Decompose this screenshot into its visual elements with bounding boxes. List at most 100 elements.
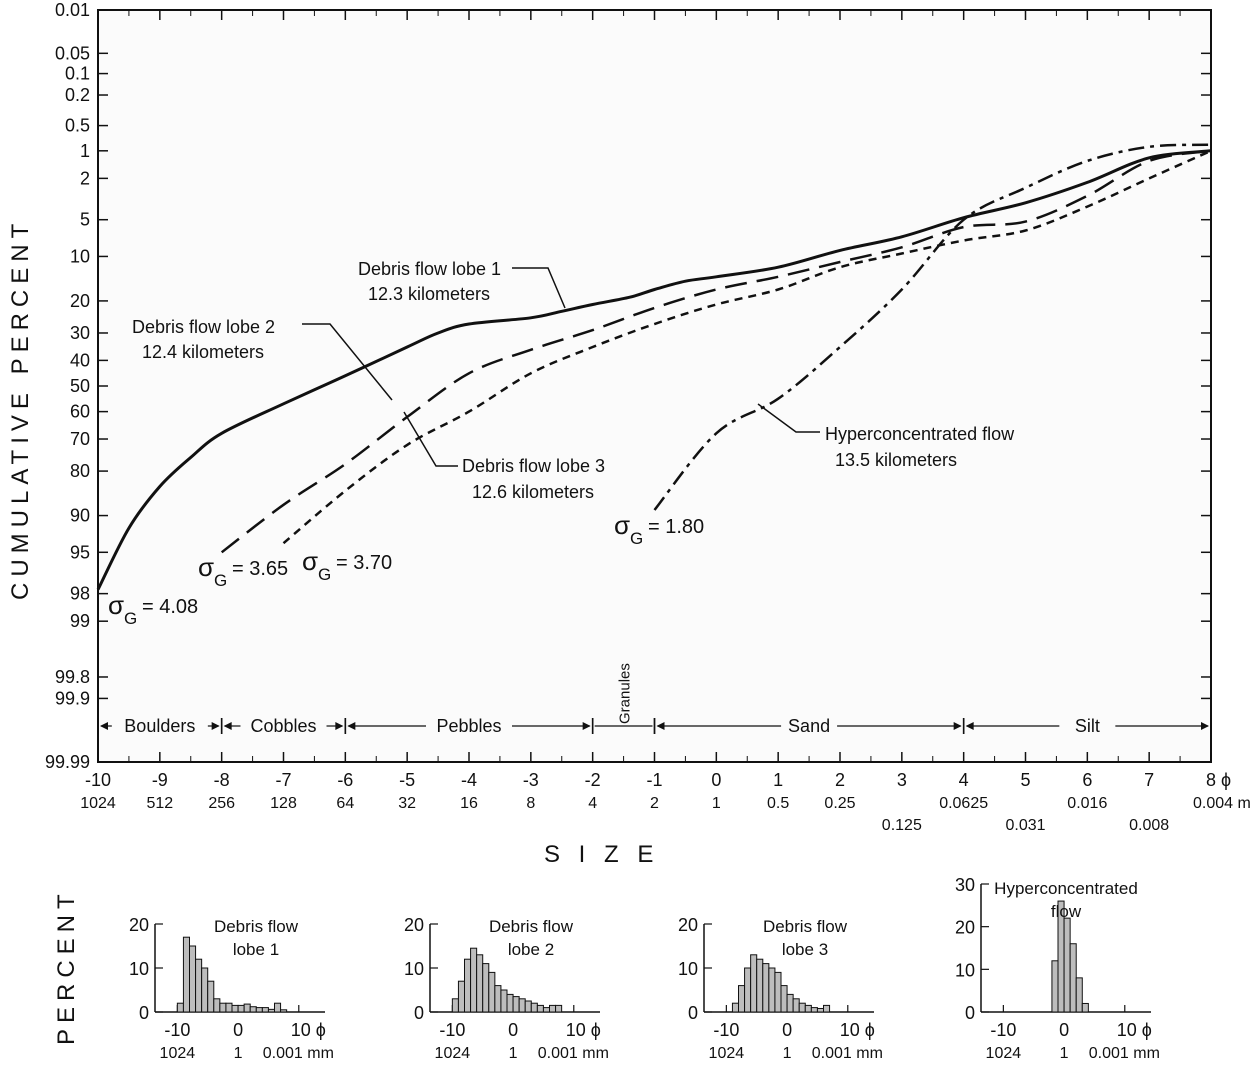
series-leader-lobe-3	[403, 411, 458, 467]
histogram-bar	[750, 954, 758, 1013]
histogram-bar	[774, 971, 782, 1013]
histogram-y-tick-label: 10	[955, 960, 975, 980]
y-tick-label: 80	[70, 461, 90, 481]
size-class-label: Silt	[1075, 716, 1100, 736]
histogram-bar	[555, 1004, 563, 1013]
mm-tick-label: 0.016	[1067, 795, 1107, 812]
histogram-bar	[506, 993, 514, 1013]
histogram-bar	[494, 985, 502, 1013]
histogram-title-line-2: lobe 3	[782, 940, 828, 959]
y-tick-label: 10	[70, 246, 90, 266]
size-class-label: Cobbles	[250, 716, 316, 736]
x-tick-label: -4	[461, 770, 477, 790]
histogram-bar	[798, 1002, 806, 1013]
mm-tick-label: 256	[208, 795, 235, 812]
x-tick-label: 2	[835, 770, 845, 790]
histogram-x-tick-label: 10 ϕ	[291, 1020, 326, 1040]
mm-tick-label: 4	[588, 795, 597, 812]
size-class-arrow-head	[211, 722, 220, 730]
y-tick-label: 5	[80, 210, 90, 230]
histogram-title-line-1: Debris flow	[763, 917, 848, 936]
histogram-bar	[792, 998, 800, 1013]
histogram-bar	[500, 989, 508, 1013]
series-line-3	[282, 149, 1212, 545]
histogram-bar	[744, 967, 752, 1013]
histogram-bar	[482, 963, 490, 1013]
mm-tick-label: 128	[270, 795, 297, 812]
histogram-bar	[816, 1007, 825, 1013]
size-class-arrow-head	[223, 722, 232, 730]
histogram-mm-tick-label: 1	[1060, 1045, 1069, 1062]
x-tick-label: -7	[275, 770, 291, 790]
histogram-bar	[768, 967, 776, 1013]
x-tick-label: -5	[399, 770, 415, 790]
histogram-x-tick-label: -10	[990, 1020, 1016, 1040]
histogram-bar	[249, 1006, 257, 1013]
histogram-bar	[470, 947, 478, 1013]
sigma-label-lobe-1: σ G = 4.08	[108, 590, 198, 628]
histogram-bar	[182, 936, 191, 1013]
sigma-label-hyper: σ G = 1.80	[614, 510, 704, 548]
series-label-lobe-3-distance: 12.6 kilometers	[472, 482, 594, 502]
size-class-arrow-head	[656, 722, 665, 730]
histogram-bar	[207, 980, 215, 1013]
histogram-bar	[267, 1008, 275, 1013]
size-class-label: Boulders	[124, 716, 195, 736]
histogram-bar	[530, 1002, 538, 1013]
mm-tick-label: 1	[712, 795, 721, 812]
histogram-mm-tick-label: 0.001 mm	[812, 1045, 883, 1062]
histogram-bar	[1051, 960, 1059, 1013]
histogram-y-axis-title: PERCENT	[53, 888, 80, 1045]
x-tick-label: -8	[214, 770, 230, 790]
histogram-mm-tick-label: 0.001 mm	[263, 1045, 334, 1062]
cumulative-curves	[96, 143, 1212, 591]
series-label-lobe-2-name: Debris flow lobe 2	[132, 317, 275, 337]
histogram-y-tick-label: 0	[688, 1003, 698, 1023]
y-tick-label: 90	[70, 506, 90, 526]
histogram-bar	[243, 1003, 251, 1013]
mm-tick-label: 1024	[80, 795, 116, 812]
sigma-symbol: σ	[614, 510, 630, 540]
sigma-symbol: σ	[198, 552, 214, 582]
histogram-title-line-2: lobe 2	[508, 940, 554, 959]
size-class-arrow-head	[1201, 722, 1209, 730]
mm-tick-label: 0.008	[1129, 817, 1169, 834]
histogram-bar	[549, 1004, 557, 1013]
series-label-hyper-distance: 13.5 kilometers	[835, 450, 957, 470]
series-line-1	[96, 149, 1212, 591]
histogram-title-line-2: lobe 1	[233, 940, 279, 959]
x-tick-label: 5	[1020, 770, 1030, 790]
mm-tick-label: 0.5	[767, 795, 789, 812]
series-label-lobe-2-distance: 12.4 kilometers	[142, 342, 264, 362]
size-class-arrow-head	[965, 722, 974, 730]
y-tick-label: 30	[70, 323, 90, 343]
sigma-subscript: G	[214, 571, 227, 590]
histogram-bar	[1063, 917, 1071, 1013]
histogram-bar	[518, 998, 526, 1013]
y-tick-label: 40	[70, 350, 90, 370]
size-class-arrow-head	[953, 722, 962, 730]
histogram-mm-tick-label: 1024	[160, 1045, 196, 1062]
histogram-title-line-1: Hyperconcentrated	[994, 879, 1138, 898]
histogram-y-tick-label: 0	[139, 1003, 149, 1023]
y-tick-label: 95	[70, 542, 90, 562]
series-label-lobe-3-name: Debris flow lobe 3	[462, 456, 605, 476]
sigma-subscript: G	[630, 529, 643, 548]
series-label-lobe-1-distance: 12.3 kilometers	[368, 284, 490, 304]
x-tick-label: 8	[1206, 770, 1216, 790]
y-tick-label: 0.2	[65, 85, 90, 105]
x-tick-label: -6	[337, 770, 353, 790]
sigma-value-hyper: = 1.80	[648, 516, 704, 538]
histogram-x-tick-label: -10	[713, 1020, 739, 1040]
x-tick-label: 4	[959, 770, 969, 790]
histogram-bar	[464, 958, 472, 1013]
y-tick-label: 99	[70, 611, 90, 631]
histogram-bar	[542, 1007, 551, 1013]
histogram-mm-tick-label: 1	[783, 1045, 792, 1062]
histogram-mm-tick-label: 0.001 mm	[1089, 1045, 1160, 1062]
histogram-bar	[524, 1000, 532, 1013]
mm-tick-label: 64	[336, 795, 354, 812]
x-tick-label: 3	[897, 770, 907, 790]
size-class-arrow-head	[100, 722, 108, 730]
